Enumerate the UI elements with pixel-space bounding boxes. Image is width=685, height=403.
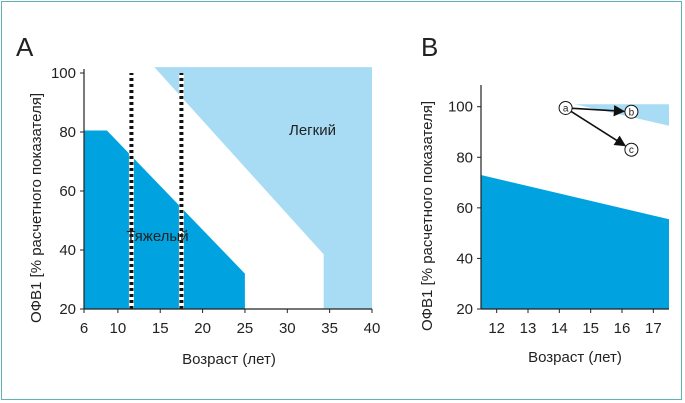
x-tick-label-0: 12 bbox=[488, 320, 505, 337]
marker-c-circle bbox=[624, 142, 639, 157]
y-tick-label-1: 40 bbox=[59, 242, 76, 259]
marker-b-label: b bbox=[629, 107, 635, 118]
x-tick-label-7: 40 bbox=[364, 320, 381, 337]
y-tick-label-0: 20 bbox=[59, 301, 76, 318]
panel-b-region-0 bbox=[481, 175, 669, 309]
panel-b-regions bbox=[481, 104, 669, 309]
region-label-1: Легкий bbox=[289, 122, 336, 139]
panel-a-regions bbox=[84, 67, 372, 309]
marker-a-circle bbox=[558, 100, 573, 115]
y-tick-label-2: 60 bbox=[59, 183, 76, 200]
x-tick-label-5: 30 bbox=[279, 320, 296, 337]
panel-b-y-axis-title: ОФВ1 [% расчетного показателя] bbox=[419, 101, 436, 331]
panel-b: B ОФВ1 [% расчетного показателя] Возраст… bbox=[419, 32, 669, 366]
panel-b-axes: 12 13 14 15 16 17 20 40 60 80 100 bbox=[448, 85, 669, 337]
marker-a-label: a bbox=[563, 103, 569, 114]
y-tick-label-2: 60 bbox=[456, 200, 473, 217]
panel-a-letter: A bbox=[16, 32, 34, 62]
marker-b-circle bbox=[624, 104, 639, 119]
panel-b-markers: a b c bbox=[558, 100, 639, 157]
x-tick-label-6: 35 bbox=[321, 320, 338, 337]
panel-a-region-0 bbox=[84, 130, 245, 309]
panel-a-region-1 bbox=[154, 67, 372, 309]
x-tick-label-1: 10 bbox=[110, 320, 127, 337]
x-tick-label-3: 20 bbox=[194, 320, 211, 337]
x-tick-label-3: 15 bbox=[582, 320, 599, 337]
x-tick-label-2: 14 bbox=[551, 320, 568, 337]
panel-a: A ОФВ1 [% расчетного показателя] Возраст… bbox=[16, 32, 380, 368]
x-tick-label-5: 17 bbox=[645, 320, 662, 337]
panel-a-x-axis-title: Возраст (лет) bbox=[182, 351, 276, 368]
panel-a-region-labels: Тяжелый Легкий bbox=[126, 122, 336, 245]
y-tick-label-3: 80 bbox=[456, 149, 473, 166]
y-tick-label-0: 20 bbox=[456, 301, 473, 318]
panel-a-axes: 6 10 15 20 25 30 35 40 20 40 60 80 100 bbox=[51, 65, 380, 337]
panel-a-dashed-lines bbox=[128, 73, 184, 309]
x-tick-label-4: 25 bbox=[237, 320, 254, 337]
x-tick-label-4: 16 bbox=[614, 320, 631, 337]
x-tick-label-0: 6 bbox=[80, 320, 88, 337]
arrow-a-to-b bbox=[572, 105, 626, 117]
y-tick-label-3: 80 bbox=[59, 124, 76, 141]
y-tick-label-1: 40 bbox=[456, 250, 473, 267]
marker-c-label: c bbox=[629, 145, 634, 156]
y-tick-label-4: 100 bbox=[51, 65, 76, 82]
panel-a-y-axis-title: ОФВ1 [% расчетного показателя] bbox=[28, 93, 45, 323]
panel-b-x-axis-title: Возраст (лет) bbox=[528, 349, 622, 366]
arrow-a-to-c bbox=[570, 110, 627, 147]
x-tick-label-2: 15 bbox=[152, 320, 169, 337]
panel-b-letter: B bbox=[421, 32, 438, 62]
region-label-0: Тяжелый bbox=[126, 228, 188, 245]
x-tick-label-1: 13 bbox=[520, 320, 537, 337]
y-tick-label-4: 100 bbox=[448, 99, 473, 116]
